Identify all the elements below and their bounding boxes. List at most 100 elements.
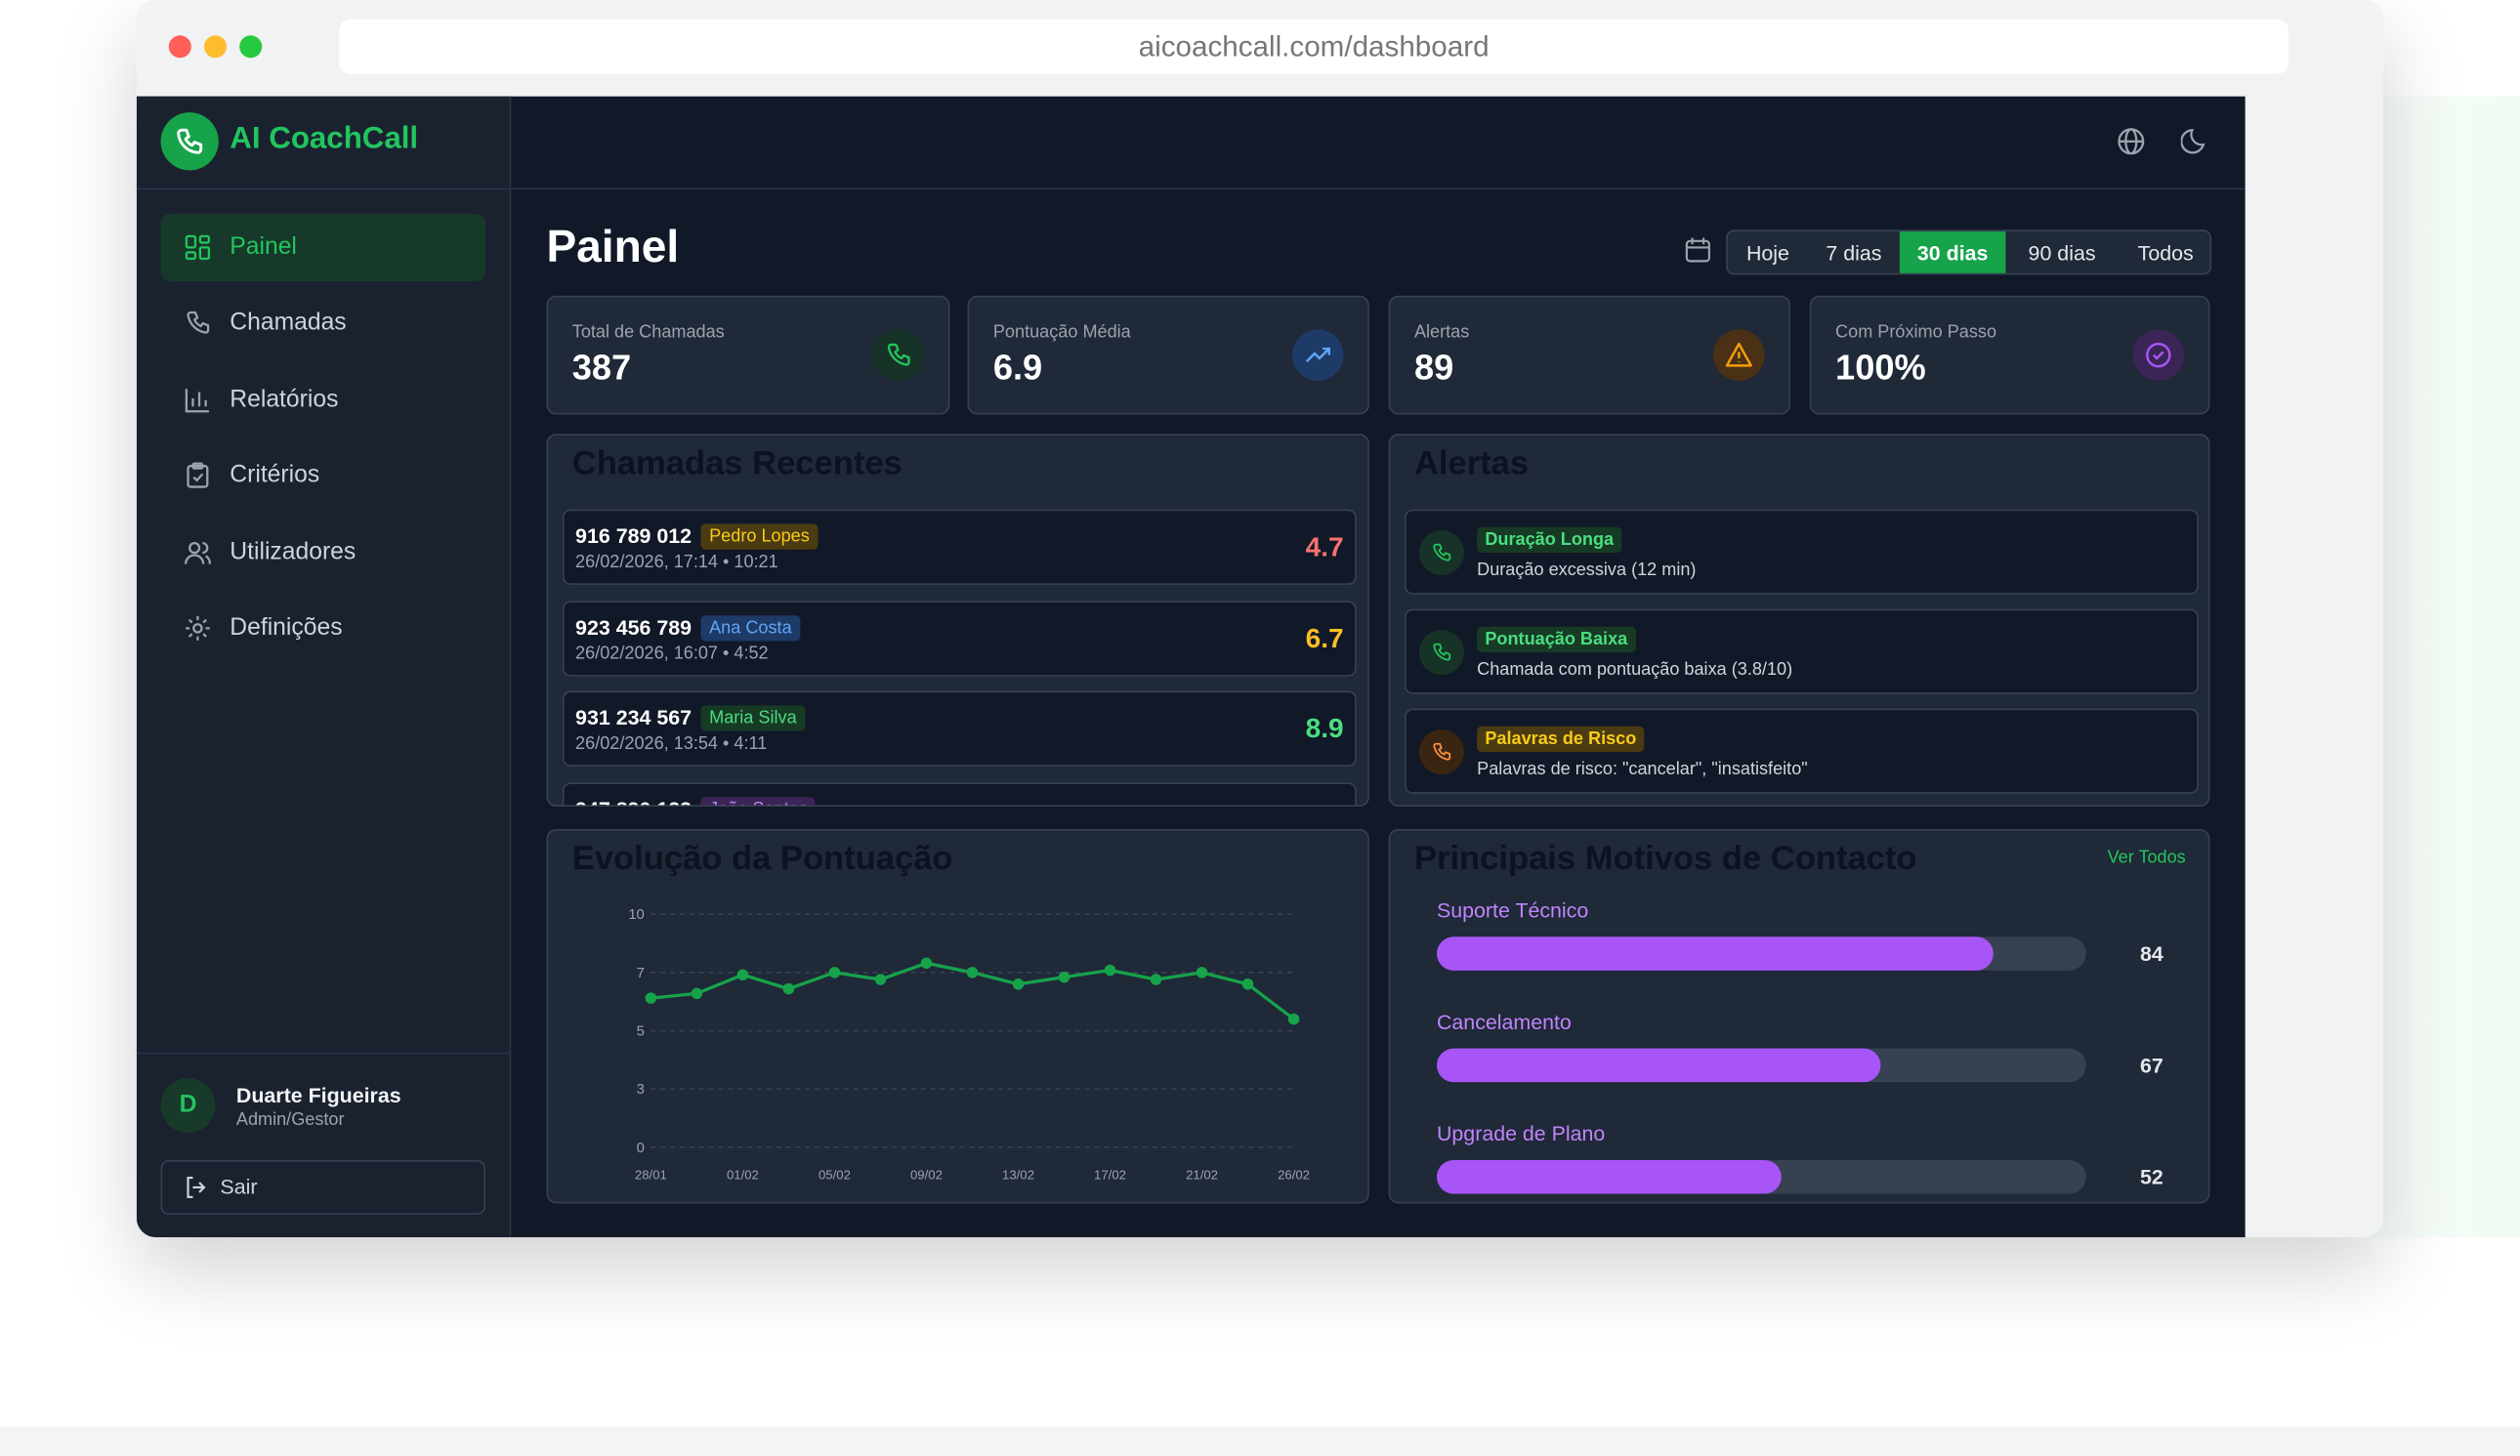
icon xyxy=(187,462,209,489)
call-item[interactable]: 947 890 123 João Santos xyxy=(562,781,1357,806)
phone-icon xyxy=(177,128,203,154)
user-role: Admin/Gestor xyxy=(235,1109,345,1130)
nav-item[interactable]: Definições xyxy=(161,595,485,662)
stat-value: 100% xyxy=(1835,347,1926,388)
agent-tag: Pedro Lopes xyxy=(700,523,818,550)
phone-number: 947 890 123 xyxy=(575,796,692,805)
logout-button[interactable]: Sair xyxy=(160,1159,485,1215)
page-title: Painel xyxy=(546,222,680,272)
stat-card: Pontuação Média 6.9 xyxy=(967,295,1369,415)
theme-button[interactable] xyxy=(2180,127,2210,156)
stat-card: Total de Chamadas 387 xyxy=(546,295,950,415)
stat-label: Pontuação Média xyxy=(992,322,1131,343)
alert-text: Duração excessiva (12 min) xyxy=(1477,561,1697,580)
call-meta: 26/02/2026, 17:14 • 10:21 xyxy=(575,553,778,572)
nav-label: Painel xyxy=(230,232,297,261)
stat-value: 387 xyxy=(571,347,632,388)
panel-title: Chamadas Recentes xyxy=(571,444,903,482)
stat-label: Total de Chamadas xyxy=(571,322,725,343)
range-button[interactable]: Todos xyxy=(2137,240,2194,266)
range-button[interactable]: Hoje xyxy=(1745,240,1789,266)
main: Painel Hoje 7 dias 30 dias 90 dias Todos Tot… xyxy=(546,97,2245,1237)
alert-item[interactable]: Palavras de Risco Palavras de risco: "can… xyxy=(1405,708,2199,794)
call-line: 916 789 012 Pedro Lopes xyxy=(575,523,818,550)
icon xyxy=(185,388,209,413)
address-bar[interactable]: aicoachcall.com/dashboard xyxy=(339,19,2289,74)
close-dot[interactable] xyxy=(168,35,191,59)
call-score: 6.7 xyxy=(1305,622,1344,653)
range-button[interactable]: 30 dias xyxy=(1899,230,2006,273)
stat-icon xyxy=(872,329,925,381)
phone-number: 916 789 012 xyxy=(575,523,693,549)
divider xyxy=(511,187,2246,190)
brand: AI CoachCall xyxy=(230,122,419,156)
divider xyxy=(136,1052,512,1055)
avatar: D xyxy=(160,1078,216,1134)
stat-label: Com Próximo Passo xyxy=(1835,322,1997,343)
footer-strip xyxy=(0,1427,2520,1456)
nav-item[interactable]: Painel xyxy=(160,213,485,281)
call-score: 4.7 xyxy=(1305,531,1344,562)
call-item[interactable]: 931 234 567 Maria Silva 26/02/2026, 13:54 … xyxy=(562,690,1357,767)
alert-icon xyxy=(1418,729,1464,775)
stat-label: Alertas xyxy=(1413,322,1470,343)
icon xyxy=(1433,742,1451,761)
alert-tag: Palavras de Risco xyxy=(1477,726,1645,753)
nav-label: Critérios xyxy=(230,461,320,489)
zoom-dot[interactable] xyxy=(239,35,263,59)
call-item[interactable]: 916 789 012 Pedro Lopes 26/02/2026, 17:14 … xyxy=(562,509,1357,585)
language-button[interactable] xyxy=(2117,127,2146,156)
nav-item[interactable]: Utilizadores xyxy=(161,519,485,586)
alert-icon xyxy=(1418,630,1464,676)
nav-item[interactable]: Chamadas xyxy=(161,290,485,357)
stat-value: 89 xyxy=(1413,347,1454,388)
icon xyxy=(887,343,910,366)
alerts-panel: Alertas Duração Longa Duração excessiva (1… xyxy=(1388,434,2210,807)
icon xyxy=(185,234,211,261)
icon xyxy=(187,312,210,335)
icon xyxy=(184,541,211,564)
logout-icon xyxy=(187,1177,206,1198)
calendar-icon xyxy=(1685,237,1710,263)
call-line: 947 890 123 João Santos xyxy=(575,796,816,806)
nav-label: Definições xyxy=(230,613,343,642)
stat-card: Com Próximo Passo 100% xyxy=(1809,295,2210,415)
stat-icon xyxy=(1291,329,1344,381)
chart-title: Principais Motivos de Contacto xyxy=(1413,840,1917,878)
nav-item[interactable]: Relatórios xyxy=(161,366,485,434)
alert-text: Palavras de risco: "cancelar", "insatisf… xyxy=(1477,760,1808,780)
icon xyxy=(1305,347,1330,363)
recent-calls-panel: Chamadas Recentes 916 789 012 Pedro Lopes 2… xyxy=(546,434,1369,807)
icon xyxy=(2146,342,2171,368)
logo xyxy=(160,112,219,171)
call-line: 931 234 567 Maria Silva xyxy=(575,705,805,731)
phone-number: 923 456 789 xyxy=(575,614,693,640)
icon xyxy=(1433,643,1451,661)
minimize-dot[interactable] xyxy=(203,35,228,59)
logout-label: Sair xyxy=(220,1174,258,1199)
alert-tag: Pontuação Baixa xyxy=(1477,626,1636,653)
nav-item[interactable]: Critérios xyxy=(161,442,485,510)
alert-item[interactable]: Duração Longa Duração excessiva (12 min) xyxy=(1405,509,2199,595)
range-button[interactable]: 90 dias xyxy=(2028,240,2096,266)
phone-number: 931 234 567 xyxy=(575,705,693,730)
stat-icon xyxy=(2132,329,2185,381)
range-button[interactable]: 7 dias xyxy=(1826,240,1882,266)
app: AI CoachCall D Duarte Figueiras Admin/Ge… xyxy=(136,96,2246,1237)
browser-window: aicoachcall.com/dashboard AI CoachCall D… xyxy=(136,0,2384,1237)
chart-title: Evolução da Pontuação xyxy=(571,840,953,878)
icon xyxy=(1433,543,1451,562)
alert-icon xyxy=(1418,529,1464,576)
icon xyxy=(1725,342,1752,367)
alert-item[interactable]: Pontuação Baixa Chamada com pontuação bai… xyxy=(1405,608,2199,694)
sidebar: AI CoachCall D Duarte Figueiras Admin/Ge… xyxy=(136,96,512,1237)
view-all-link[interactable]: Ver Todos xyxy=(2107,848,2186,868)
stat-card: Alertas 89 xyxy=(1388,295,1790,415)
bar-chart-panel: Principais Motivos de Contacto Ver Todos xyxy=(1388,829,2210,1204)
agent-tag: João Santos xyxy=(700,796,816,806)
call-meta: 26/02/2026, 13:54 • 4:11 xyxy=(575,733,768,754)
call-item[interactable]: 923 456 789 Ana Costa 26/02/2026, 16:07 • … xyxy=(562,600,1357,676)
range-selector: Hoje 7 dias 30 dias 90 dias Todos xyxy=(1726,229,2212,275)
